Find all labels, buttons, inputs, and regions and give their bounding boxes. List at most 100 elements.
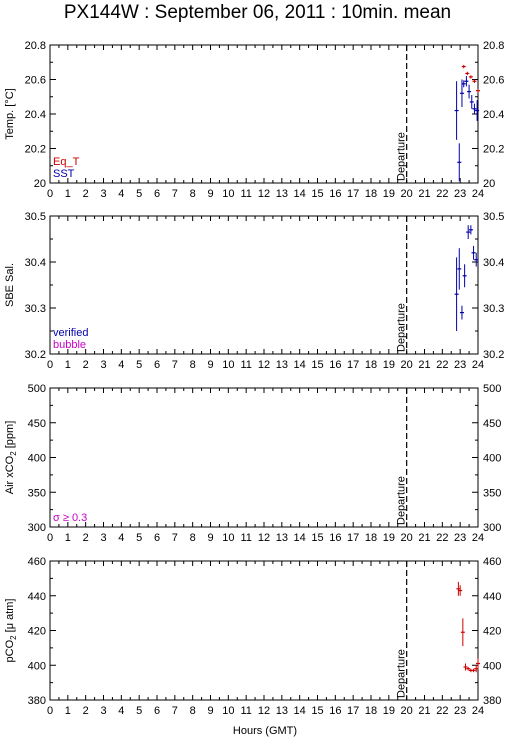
x-tick-label: 23	[454, 705, 466, 717]
x-tick-label: 1	[65, 188, 71, 200]
x-tick-label: 3	[100, 359, 106, 371]
x-tick-label: 17	[347, 532, 359, 544]
x-tick-label: 8	[190, 705, 196, 717]
y-tick-label-right: 20.2	[483, 144, 504, 156]
x-tick-label: 17	[347, 705, 359, 717]
x-tick-label: 10	[222, 705, 234, 717]
x-tick-label: 0	[47, 705, 53, 717]
x-tick-label: 4	[118, 705, 124, 717]
x-tick-label: 1	[65, 705, 71, 717]
x-tick-label: 13	[276, 188, 288, 200]
plot-frame	[49, 215, 479, 355]
chart-title: PX144W : September 06, 2011 : 10min. mea…	[63, 2, 452, 23]
x-axis-label: Hours (GMT)	[233, 725, 297, 737]
plot-frame	[49, 44, 479, 184]
y-tick-label-right: 30.3	[483, 303, 504, 315]
x-tick-label: 24	[472, 188, 484, 200]
x-tick-label: 5	[136, 532, 142, 544]
y-tick-label-left: 30.3	[25, 303, 46, 315]
x-tick-label: 5	[136, 705, 142, 717]
y-tick-label-left: 20.2	[25, 144, 46, 156]
y-tick-label-right: 20	[483, 178, 495, 190]
x-tick-label: 2	[83, 705, 89, 717]
y-tick-label-right: 30.2	[483, 349, 504, 361]
x-tick-label: 2	[83, 532, 89, 544]
y-tick-label-left: 20.4	[25, 109, 46, 121]
x-tick-label: 7	[172, 359, 178, 371]
x-tick-label: 18	[365, 532, 377, 544]
x-tick-label: 24	[472, 705, 484, 717]
y-axis-label: Temp. [°C]	[4, 88, 16, 139]
x-tick-label: 9	[207, 705, 213, 717]
y-tick-label-right: 420	[483, 626, 501, 638]
x-tick-label: 17	[347, 188, 359, 200]
x-tick-label: 24	[472, 532, 484, 544]
x-tick-label: 6	[154, 532, 160, 544]
y-tick-label-right: 20.8	[483, 40, 504, 52]
legend-entry: σ ≥ 0.3	[53, 512, 87, 524]
x-tick-label: 13	[276, 359, 288, 371]
x-tick-label: 19	[383, 359, 395, 371]
x-tick-label: 13	[276, 532, 288, 544]
x-tick-label: 14	[294, 359, 306, 371]
y-tick-label-left: 460	[28, 556, 46, 568]
x-tick-label: 6	[154, 359, 160, 371]
x-tick-label: 22	[436, 532, 448, 544]
x-tick-label: 19	[383, 705, 395, 717]
x-tick-label: 5	[136, 359, 142, 371]
x-tick-label: 12	[258, 359, 270, 371]
x-tick-label: 4	[118, 532, 124, 544]
x-tick-label: 12	[258, 532, 270, 544]
panel-temp: 0 1 2 3 4 5 6 7 8 9 10 11 12 13 14 15 16 17 18 19 20 21 22 23 24…	[4, 40, 504, 200]
x-tick-label: 16	[329, 532, 341, 544]
x-tick-label: 10	[222, 532, 234, 544]
y-tick-label-right: 350	[483, 487, 501, 499]
legend-entry: SST	[53, 168, 75, 180]
x-tick-label: 4	[118, 188, 124, 200]
x-tick-label: 7	[172, 532, 178, 544]
x-tick-label: 21	[418, 188, 430, 200]
x-tick-label: 19	[383, 188, 395, 200]
x-tick-label: 0	[47, 359, 53, 371]
plot-frame	[49, 387, 479, 528]
y-axis-label: pCO2 [μ atm]	[4, 599, 18, 663]
legend-entry: verified	[53, 327, 88, 339]
x-tick-label: 21	[418, 532, 430, 544]
x-tick-label: 7	[172, 705, 178, 717]
x-tick-label: 14	[294, 532, 306, 544]
y-tick-label-left: 30.4	[25, 257, 46, 269]
x-tick-label: 21	[418, 359, 430, 371]
y-tick-label-right: 20.6	[483, 75, 504, 87]
x-tick-label: 20	[401, 359, 413, 371]
x-tick-label: 11	[240, 532, 251, 544]
x-tick-label: 18	[365, 705, 377, 717]
y-tick-label-left: 450	[28, 418, 46, 430]
x-tick-label: 22	[436, 188, 448, 200]
x-tick-label: 16	[329, 188, 341, 200]
panel-xco2: 0 1 2 3 4 5 6 7 8 9 10 11 12 13 14 15 16 17 18 19 20 21 22 23 24…	[4, 383, 501, 544]
x-tick-label: 22	[436, 705, 448, 717]
x-tick-label: 9	[207, 532, 213, 544]
x-tick-label: 8	[190, 359, 196, 371]
x-tick-label: 15	[311, 359, 323, 371]
panel-pco2: 0 1 2 3 4 5 6 7 8 9 10 11 12 13 14 15 16 17 18 19 20 21 22 23 24…	[4, 556, 501, 717]
panel-sal: 0 1 2 3 4 5 6 7 8 9 10 11 12 13 14 15 16 17 18 19 20 21 22 23 24…	[4, 211, 504, 371]
x-tick-label: 14	[294, 705, 306, 717]
departure-label: Departure	[396, 132, 408, 181]
x-tick-label: 13	[276, 705, 288, 717]
departure-label: Departure	[396, 476, 408, 525]
x-tick-label: 10	[222, 188, 234, 200]
x-tick-label: 20	[401, 705, 413, 717]
x-tick-label: 11	[240, 188, 251, 200]
legend-entry: Eq_T	[53, 156, 80, 168]
x-tick-label: 8	[190, 532, 196, 544]
x-tick-label: 0	[47, 532, 53, 544]
x-tick-label: 0	[47, 188, 53, 200]
y-tick-label-left: 30.2	[25, 349, 46, 361]
y-axis-label: Air xCO2 [ppm]	[4, 421, 18, 495]
x-tick-label: 7	[172, 188, 178, 200]
x-tick-label: 22	[436, 359, 448, 371]
y-tick-label-left: 20.6	[25, 75, 46, 87]
y-axis-label: SBE Sal.	[4, 263, 16, 307]
